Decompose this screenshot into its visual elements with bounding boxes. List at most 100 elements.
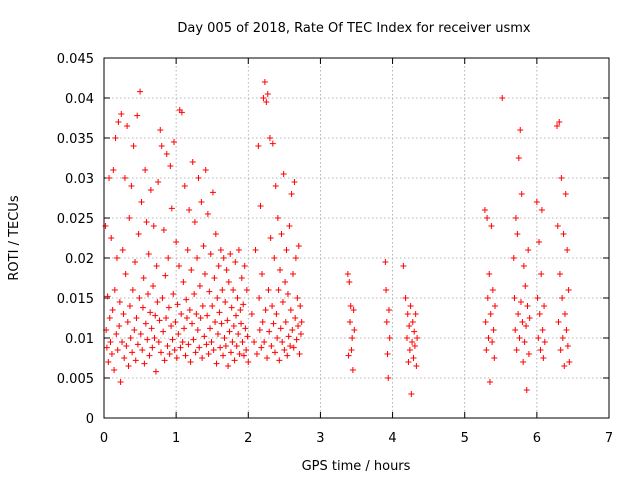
data-point xyxy=(284,291,291,297)
data-point xyxy=(523,387,530,393)
data-point xyxy=(119,339,126,345)
data-point xyxy=(277,267,284,273)
data-point xyxy=(404,335,410,341)
data-point xyxy=(198,199,205,205)
data-point xyxy=(538,207,545,213)
data-point xyxy=(186,307,193,313)
data-point xyxy=(284,352,291,359)
data-point xyxy=(350,307,357,313)
data-point xyxy=(179,339,186,345)
data-point xyxy=(147,309,154,316)
data-point xyxy=(197,315,204,321)
data-point xyxy=(154,299,161,305)
data-point xyxy=(270,320,277,327)
x-axis-label: GPS time / hours xyxy=(302,459,411,474)
data-point xyxy=(123,343,130,349)
data-point xyxy=(235,247,242,253)
data-point xyxy=(118,111,125,117)
data-point xyxy=(199,303,206,309)
data-point xyxy=(178,109,185,116)
data-point xyxy=(232,259,239,265)
data-point xyxy=(104,293,111,300)
data-point xyxy=(174,301,181,308)
data-point xyxy=(236,351,243,357)
data-point xyxy=(102,223,109,229)
data-point xyxy=(525,351,532,357)
data-point xyxy=(554,123,561,129)
data-point xyxy=(220,352,227,359)
data-point xyxy=(113,255,120,261)
data-point xyxy=(137,331,144,337)
data-point xyxy=(158,143,165,149)
data-point xyxy=(564,247,571,253)
data-point xyxy=(213,360,220,367)
data-point xyxy=(484,215,491,221)
data-point xyxy=(214,295,221,301)
data-point xyxy=(142,320,149,327)
data-point xyxy=(296,351,303,357)
data-point xyxy=(555,319,562,325)
data-point xyxy=(540,355,547,361)
data-point xyxy=(277,325,284,332)
data-point xyxy=(143,219,150,225)
data-point xyxy=(126,215,133,221)
data-point xyxy=(240,352,247,359)
data-point xyxy=(180,279,187,285)
data-point xyxy=(120,311,127,317)
data-point xyxy=(271,349,278,356)
data-point xyxy=(351,327,358,333)
data-point xyxy=(298,319,305,325)
data-point xyxy=(128,183,135,189)
data-point xyxy=(240,301,247,308)
data-point xyxy=(562,191,569,197)
data-point xyxy=(510,255,517,261)
data-point xyxy=(116,299,123,305)
data-point xyxy=(491,355,498,361)
data-point xyxy=(408,391,415,397)
data-point xyxy=(559,335,566,341)
data-point xyxy=(113,331,120,337)
data-point xyxy=(486,271,493,277)
data-point xyxy=(211,275,218,281)
data-point xyxy=(383,287,390,293)
data-point xyxy=(224,317,231,324)
data-point xyxy=(292,315,299,321)
data-point xyxy=(166,351,173,357)
data-point xyxy=(482,319,489,325)
data-point xyxy=(235,331,242,337)
data-point xyxy=(196,344,203,351)
data-point xyxy=(227,251,234,257)
data-point xyxy=(160,328,167,335)
data-point xyxy=(536,311,543,317)
data-point xyxy=(523,323,530,329)
data-point xyxy=(116,323,123,329)
data-point xyxy=(516,335,523,341)
data-point xyxy=(402,295,409,301)
data-point xyxy=(558,175,565,181)
data-point xyxy=(384,351,391,357)
data-point xyxy=(105,359,112,365)
data-point xyxy=(204,312,211,319)
data-point xyxy=(554,223,561,229)
data-point xyxy=(130,143,137,149)
data-point xyxy=(559,295,566,301)
data-point xyxy=(206,288,213,295)
data-point xyxy=(243,287,250,293)
data-point xyxy=(560,231,567,237)
data-point xyxy=(486,379,493,385)
data-point xyxy=(518,191,525,197)
data-point xyxy=(169,336,176,343)
data-point xyxy=(262,307,269,313)
data-point xyxy=(535,335,542,341)
x-tick-label: 3 xyxy=(316,431,324,446)
data-point xyxy=(264,91,271,97)
data-point xyxy=(290,344,297,351)
data-point xyxy=(223,267,230,273)
data-point xyxy=(168,323,175,329)
x-tick-label: 0 xyxy=(100,431,108,446)
data-point xyxy=(209,303,216,309)
data-point xyxy=(112,135,119,141)
data-point xyxy=(484,295,491,301)
data-point xyxy=(481,207,488,213)
data-point xyxy=(259,319,266,325)
